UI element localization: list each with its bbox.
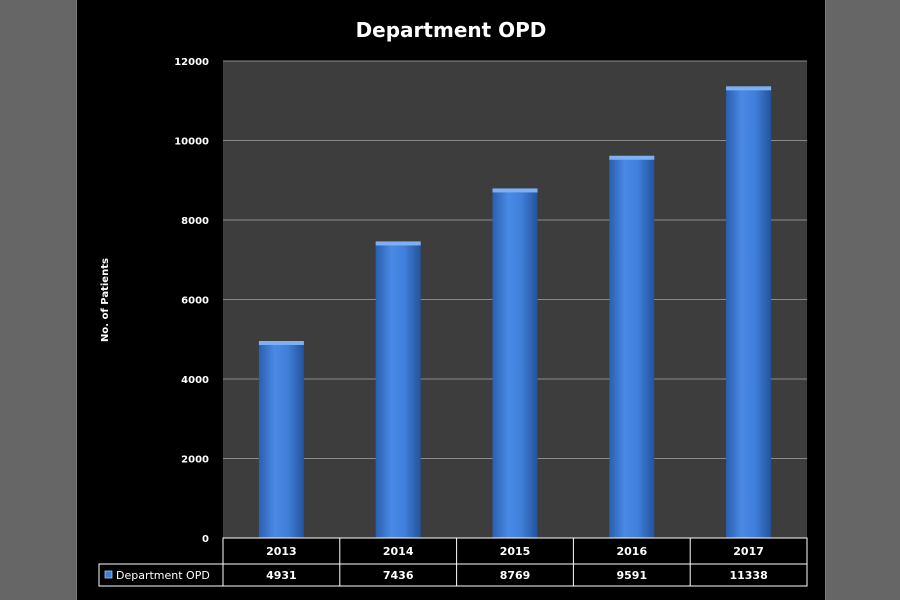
data-table-value: 9591 xyxy=(616,569,647,582)
x-tick-label: 2013 xyxy=(266,545,297,558)
legend-swatch xyxy=(104,570,113,579)
y-tick-label: 12000 xyxy=(174,57,209,68)
bar-chart: Department OPD 0 2000 4000 6000 8000 10000 120… xyxy=(98,18,808,587)
y-tick-label: 10000 xyxy=(174,137,209,148)
x-tick-label: 2016 xyxy=(616,545,647,558)
bar xyxy=(609,156,655,538)
y-tick-label: 8000 xyxy=(181,216,209,227)
y-axis-ticks: 0 2000 4000 6000 8000 10000 12000 xyxy=(174,57,209,545)
bar-top-highlight xyxy=(609,155,655,160)
bar xyxy=(258,341,304,538)
bar-top-highlight xyxy=(492,188,538,193)
data-table-value: 8769 xyxy=(500,569,531,582)
x-tick-label: 2014 xyxy=(383,545,414,558)
legend-label: Department OPD xyxy=(116,569,210,582)
x-tick-label: 2015 xyxy=(500,545,531,558)
bar-top-highlight xyxy=(375,241,421,246)
bar xyxy=(375,242,421,538)
y-tick-label: 0 xyxy=(202,534,209,545)
bar-top-highlight xyxy=(258,340,304,345)
x-tick-label: 2017 xyxy=(733,545,764,558)
data-table-value: 4931 xyxy=(266,569,297,582)
bar xyxy=(492,189,538,538)
bar xyxy=(726,87,772,538)
y-axis-label: No. of Patients xyxy=(100,258,111,342)
y-tick-label: 6000 xyxy=(181,296,209,307)
chart-title: Department OPD xyxy=(356,18,547,42)
y-tick-label: 2000 xyxy=(181,455,209,466)
chart-frame: Department OPD 0 2000 4000 6000 8000 10000 120… xyxy=(77,0,825,600)
bars xyxy=(258,86,772,538)
data-table: 2013 4931 2014 7436 2015 8769 2016 9591 2017 1133… xyxy=(98,537,808,587)
data-table-value: 7436 xyxy=(383,569,414,582)
y-tick-label: 4000 xyxy=(181,375,209,386)
bar-top-highlight xyxy=(726,86,772,91)
data-table-value: 11338 xyxy=(729,569,767,582)
